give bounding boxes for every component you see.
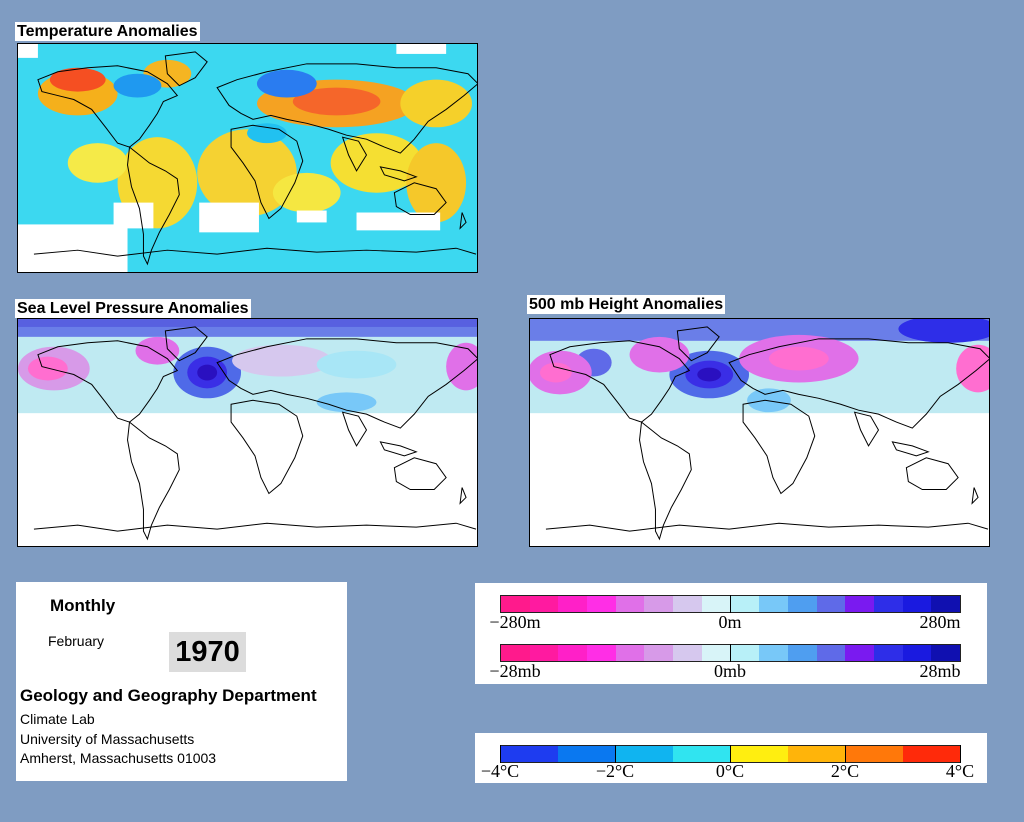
height-zero-label: 0m [718,612,742,632]
height-color-swatch-14 [902,596,932,612]
temperature-color-swatch-1 [558,746,616,762]
pressure-zero-label: 0mb [713,661,747,681]
temperature-anomaly-map [17,43,478,273]
pressure-color-swatch-13 [873,645,903,661]
sea-level-pressure-anomaly-map [17,318,478,547]
height-color-swatch-12 [845,596,874,612]
period-label: Monthly [50,596,116,615]
year-label: 1970 [169,632,246,672]
pressure-color-swatch-10 [787,645,817,661]
pressure-color-swatch-0 [501,645,530,661]
pressure-color-swatch-7 [701,645,731,661]
temperature-label-4: 4°C [945,761,975,781]
temperature-tick-4 [960,745,961,763]
temperature-map-title: Temperature Anomalies [15,22,200,41]
lab-label: Climate Lab [20,711,95,727]
temperature-color-swatch-6 [845,746,903,762]
temperature-label-0: 0°C [715,761,745,781]
university-label: University of Massachusetts [20,731,195,747]
height-colorbar-center-tick [730,595,731,613]
pressure-color-swatch-4 [615,645,645,661]
height-max-label: 280m [919,612,961,632]
pressure-color-swatch-3 [587,645,616,661]
pressure-map-title: Sea Level Pressure Anomalies [15,299,251,318]
temperature-color-swatch-0 [501,746,559,762]
month-label: February [48,633,105,649]
pressure-max-label: 28mb [919,661,961,681]
temperature-label-minus2: −2°C [595,761,635,781]
pressure-color-swatch-9 [759,645,788,661]
height-pressure-legend: −280m 0m 280m −28mb 0mb 28mb [475,583,987,684]
temperature-tick-2 [845,745,846,763]
pressure-color-swatch-15 [931,645,960,661]
height-color-swatch-8 [730,596,760,612]
pressure-color-swatch-11 [816,645,846,661]
temperature-label-minus4: −4°C [480,761,520,781]
temperature-label-2: 2°C [830,761,860,781]
height-color-swatch-9 [759,596,788,612]
height-color-swatch-5 [644,596,674,612]
pressure-color-swatch-1 [529,645,559,661]
height-color-swatch-3 [587,596,616,612]
height-color-swatch-0 [501,596,530,612]
temperature-color-swatch-3 [673,746,731,762]
pressure-color-swatch-12 [845,645,874,661]
temperature-tick-minus4 [500,745,501,763]
height-500mb-anomaly-map [529,318,990,547]
height-color-swatch-2 [558,596,588,612]
pressure-color-swatch-8 [730,645,760,661]
temperature-color-swatch-2 [615,746,674,762]
height-color-swatch-1 [529,596,559,612]
height-color-swatch-7 [701,596,731,612]
height-color-swatch-10 [787,596,817,612]
temperature-tick-minus2 [615,745,616,763]
pressure-min-label: −28mb [489,661,541,681]
height-colorbar [500,595,961,613]
pressure-color-swatch-6 [673,645,702,661]
temperature-color-swatch-7 [902,746,960,762]
pressure-colorbar-center-tick [730,644,731,662]
address-label: Amherst, Massachusetts 01003 [20,750,217,766]
height-map-title: 500 mb Height Anomalies [527,295,726,314]
temperature-tick-0 [730,745,731,763]
height-color-swatch-11 [816,596,846,612]
temperature-color-swatch-4 [730,746,788,762]
height-color-swatch-15 [931,596,960,612]
pressure-color-swatch-5 [644,645,674,661]
info-panel: Monthly February 1970 Geology and Geogra… [16,582,347,781]
temperature-legend: −4°C −2°C 0°C 2°C 4°C [475,733,987,783]
department-label: Geology and Geography Department [20,686,317,705]
height-min-label: −280m [489,612,541,632]
pressure-color-swatch-14 [902,645,932,661]
temperature-color-swatch-5 [787,746,846,762]
height-color-swatch-13 [873,596,903,612]
height-color-swatch-4 [615,596,645,612]
pressure-color-swatch-2 [558,645,588,661]
height-color-swatch-6 [673,596,702,612]
